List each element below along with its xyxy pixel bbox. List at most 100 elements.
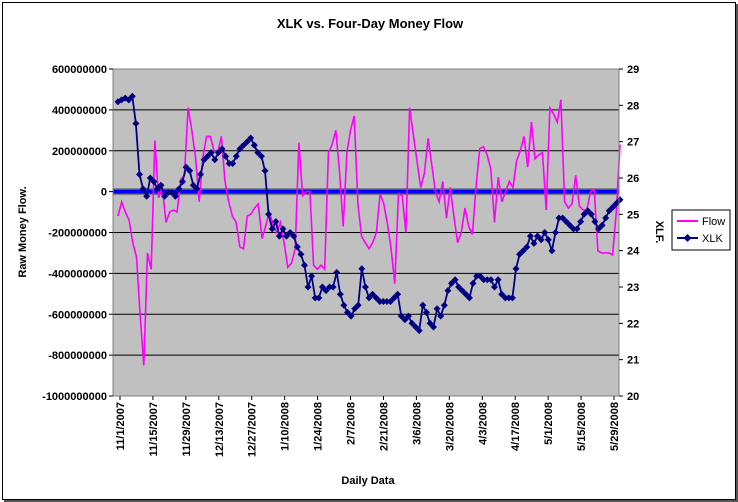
xlk-point xyxy=(458,287,466,295)
x-tick-label: 5/1/2008 xyxy=(543,402,555,445)
y-tick-label: -200000000 xyxy=(48,228,107,240)
xlk-point xyxy=(566,221,574,229)
xlk-point xyxy=(577,218,585,226)
xlk-point xyxy=(318,283,326,291)
x-tick-label: 3/20/2008 xyxy=(444,402,456,451)
xlk-point xyxy=(301,261,308,269)
legend-flow-label: Flow xyxy=(702,216,725,228)
xlk-point xyxy=(197,170,204,178)
xlk-point xyxy=(222,152,230,160)
xlk-point xyxy=(390,294,398,302)
x-tick-label: 1/10/2008 xyxy=(280,402,292,451)
x-axis-label: Daily Data xyxy=(341,475,395,487)
xlk-point xyxy=(548,247,556,255)
xlk-point xyxy=(469,279,477,287)
xlk-point xyxy=(512,265,520,273)
y-tick-label: 600000000 xyxy=(52,64,107,76)
y2-axis-label: XLF. xyxy=(653,221,665,244)
xlk-point xyxy=(412,323,420,331)
xlk-point xyxy=(408,319,416,327)
xlk-point xyxy=(602,214,610,222)
xlk-point xyxy=(598,221,606,229)
xlk-point xyxy=(279,225,287,233)
xlk-point xyxy=(354,301,362,309)
xlk-point xyxy=(275,232,283,240)
xlk-point xyxy=(483,276,491,284)
chart-title: XLK vs. Four-Day Money Flow xyxy=(277,16,464,31)
xlk-point xyxy=(473,272,481,280)
xlk-point xyxy=(573,225,581,233)
xlk-point xyxy=(422,308,430,316)
y2-tick-label: 27 xyxy=(627,137,639,149)
y-axis-ticks: 600000000 400000000 200000000 0 -200000000 -4… xyxy=(42,64,113,403)
xlk-point xyxy=(361,283,369,291)
xlk-point xyxy=(415,327,423,335)
xlk-point xyxy=(383,298,391,305)
xlk-point xyxy=(552,229,559,236)
xlk-point xyxy=(297,250,305,258)
xlk-point xyxy=(369,290,377,298)
xlk-point xyxy=(401,316,409,324)
xlk-point xyxy=(487,276,495,284)
xlk-point xyxy=(257,152,265,160)
xlk-point xyxy=(344,308,351,316)
x-tick-label: 11/29/2007 xyxy=(181,402,193,456)
xlk-point xyxy=(605,207,613,215)
legend-box xyxy=(671,209,731,251)
xlk-point xyxy=(125,96,133,104)
xlk-point xyxy=(397,312,405,320)
xlk-point xyxy=(268,225,276,233)
xlk-point xyxy=(139,185,147,193)
x-tick-label: 11/1/2007 xyxy=(115,402,127,450)
xlk-point xyxy=(204,152,212,160)
xlk-point xyxy=(555,214,563,222)
xlk-point xyxy=(193,185,201,193)
y-tick-label: 400000000 xyxy=(52,105,107,117)
xlk-point xyxy=(290,232,298,240)
xlk-point xyxy=(530,239,538,247)
xlk-point xyxy=(462,290,470,298)
xlk-point xyxy=(580,210,588,218)
xlk-point xyxy=(516,250,524,258)
xlk-point xyxy=(236,145,244,153)
xlk-point xyxy=(189,181,197,189)
xlk-point xyxy=(304,283,312,291)
xlk-point xyxy=(247,134,255,142)
xlk-point xyxy=(358,265,366,273)
xlk-point xyxy=(146,174,154,182)
y2-tick-label: 26 xyxy=(627,173,639,185)
y-tick-label: -400000000 xyxy=(48,268,107,280)
xlk-point xyxy=(179,178,186,186)
xlk-point xyxy=(261,167,269,175)
xlk-point xyxy=(480,276,488,284)
y-tick-label: 0 xyxy=(101,187,107,199)
xlk-point xyxy=(437,312,445,320)
x-tick-label: 4/3/2008 xyxy=(477,402,489,445)
x-tick-label: 2/7/2008 xyxy=(346,402,358,445)
xlk-point xyxy=(308,272,316,280)
x-tick-label: 12/13/2007 xyxy=(214,402,226,457)
xlk-point xyxy=(465,294,473,302)
xlk-point xyxy=(254,149,262,157)
xlk-point xyxy=(250,141,258,149)
y2-tick-label: 29 xyxy=(627,64,639,76)
xlk-point xyxy=(541,229,549,236)
xlk-point xyxy=(211,156,219,164)
y-axis-label: Raw Money Flow. xyxy=(17,186,29,277)
x-tick-label: 12/27/2007 xyxy=(247,402,259,457)
xlk-point xyxy=(587,210,595,218)
xlk-point xyxy=(340,301,348,309)
xlk-point xyxy=(616,196,624,204)
xlk-point xyxy=(372,294,380,302)
x-tick-label: 5/29/2008 xyxy=(609,402,621,451)
x-tick-label: 1/24/2008 xyxy=(313,402,325,451)
legend-xlk-label: XLK xyxy=(702,233,723,245)
xlk-point xyxy=(157,181,165,189)
y2-tick-label: 25 xyxy=(627,209,639,221)
series-layer xyxy=(113,92,624,366)
y2-tick-label: 21 xyxy=(627,355,639,367)
x-axis-ticks: 11/1/2007 11/15/2007 11/29/2007 12/13/2007 1… xyxy=(115,396,621,457)
xlk-point xyxy=(595,225,602,233)
xlk-point xyxy=(171,192,179,200)
xlk-point xyxy=(505,294,513,302)
